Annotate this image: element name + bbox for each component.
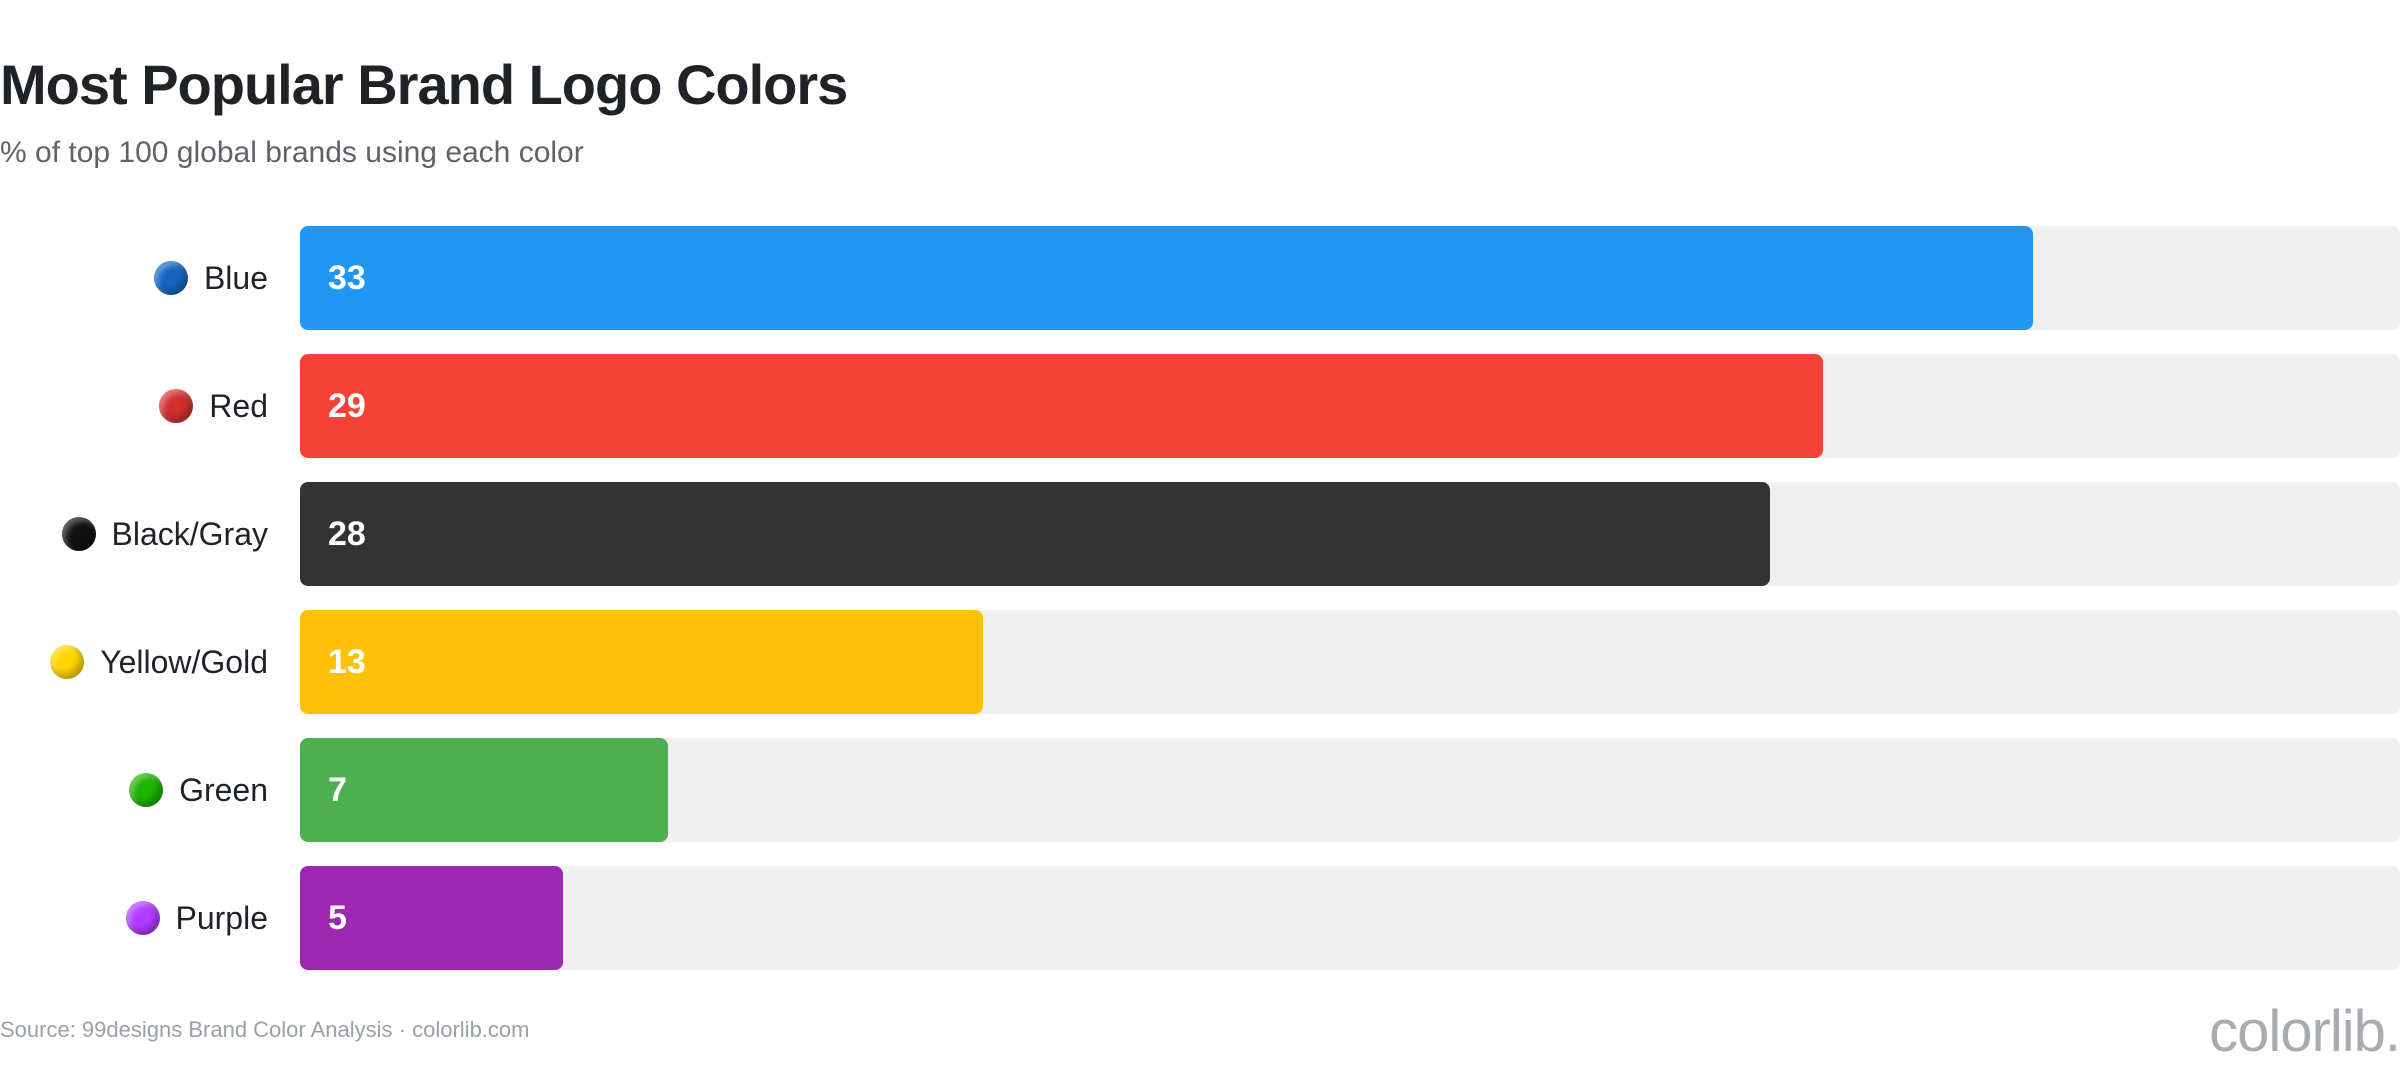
bar-track: 29 [300, 354, 2400, 458]
category-label-red: Red [0, 354, 268, 458]
bar-row-red: Red 29 [0, 354, 2400, 458]
blue-circle-icon [153, 261, 188, 295]
category-label-purple: Purple [0, 866, 268, 970]
bar-row-blue: Blue 33 [0, 226, 2400, 330]
data-label-purple: 5 [328, 898, 347, 937]
bar-row-yellow-gold: Yellow/Gold 13 [0, 610, 2400, 714]
bar-yellow-gold: 13 [300, 610, 983, 714]
data-label-red: 29 [328, 386, 366, 425]
bar-row-green: Green 7 [0, 738, 2400, 842]
black-circle-icon [61, 517, 96, 551]
green-circle-icon [129, 773, 164, 807]
category-label-yellow-gold: Yellow/Gold [0, 610, 268, 714]
bar-purple: 5 [300, 866, 563, 970]
data-label-green: 7 [328, 770, 347, 809]
brand-logo: colorlib. [2209, 999, 2400, 1064]
bar-blue: 33 [300, 226, 2033, 330]
purple-circle-icon [125, 901, 160, 935]
bar-red: 29 [300, 354, 1823, 458]
chart-subtitle: % of top 100 global brands using each co… [0, 136, 584, 169]
category-text: Green [179, 771, 268, 808]
bar-black-gray: 28 [300, 482, 1770, 586]
bar-green: 7 [300, 738, 668, 842]
category-text: Yellow/Gold [100, 643, 268, 680]
category-label-green: Green [0, 738, 268, 842]
data-label-black-gray: 28 [328, 514, 366, 553]
bar-row-purple: Purple 5 [0, 866, 2400, 970]
category-text: Red [209, 387, 268, 424]
category-label-black-gray: Black/Gray [0, 482, 268, 586]
data-label-blue: 33 [328, 258, 366, 297]
category-text: Purple [175, 899, 269, 936]
category-text: Blue [203, 259, 268, 296]
red-circle-icon [159, 389, 194, 423]
bar-track: 13 [300, 610, 2400, 714]
bar-track: 33 [300, 226, 2400, 330]
category-label-blue: Blue [0, 226, 268, 330]
bar-track: 5 [300, 866, 2400, 970]
category-text: Black/Gray [111, 515, 268, 552]
bar-track: 7 [300, 738, 2400, 842]
bar-track: 28 [300, 482, 2400, 586]
chart-title: Most Popular Brand Logo Colors [0, 53, 848, 116]
source-note: Source: 99designs Brand Color Analysis ·… [0, 1017, 530, 1042]
data-label-yellow-gold: 13 [328, 642, 366, 681]
yellow-circle-icon [50, 645, 85, 679]
bar-row-black-gray: Black/Gray 28 [0, 482, 2400, 586]
bar-chart: Blue 33 Red 29 Black/Gray 28 Yellow/Gold 13 Gree… [0, 226, 2400, 972]
